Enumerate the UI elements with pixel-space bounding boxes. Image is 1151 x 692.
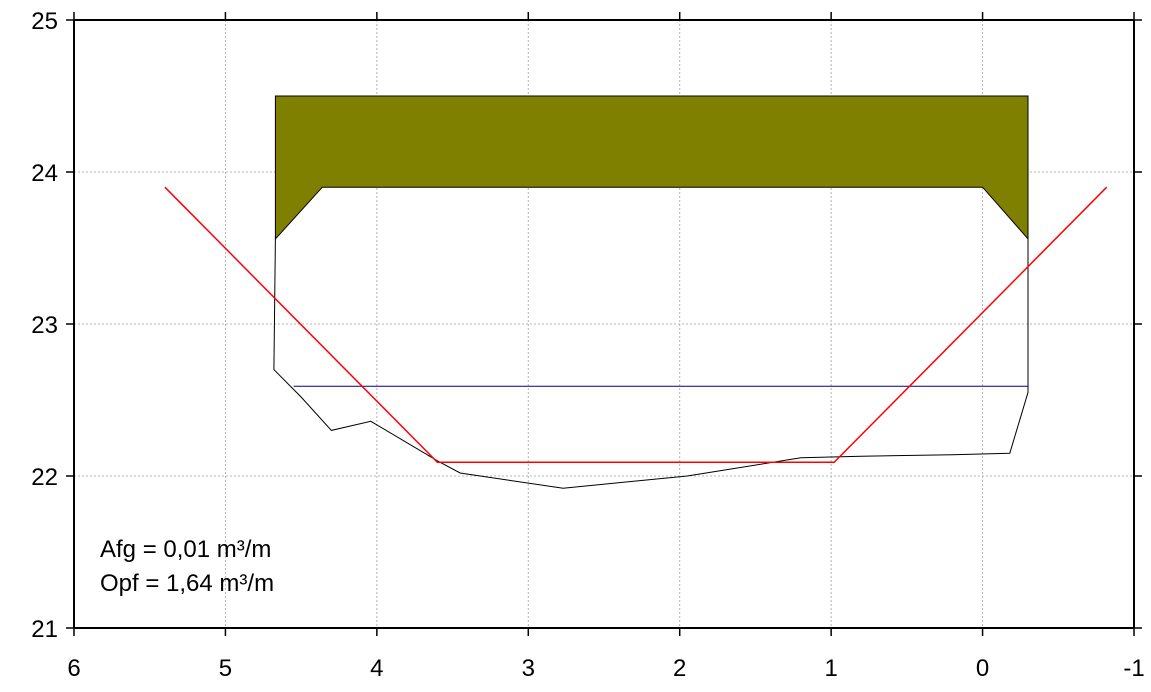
y-tick-label: 21	[31, 616, 58, 643]
annotation-opf: Opf = 1,64 m³/m	[100, 570, 274, 597]
annotation-afg: Afg = 0,01 m³/m	[100, 536, 271, 563]
x-tick-label: 2	[673, 655, 686, 682]
measured-profile-line	[273, 238, 1029, 489]
bridge-deck-polygon	[274, 95, 1029, 241]
y-tick-label: 25	[31, 8, 58, 35]
y-tick-label: 23	[31, 312, 58, 339]
x-tick-label: -1	[1123, 655, 1144, 682]
y-tick-label: 24	[31, 160, 58, 187]
x-tick-label: 0	[976, 655, 989, 682]
annotation-layer: Afg = 0,01 m³/m Opf = 1,64 m³/m	[100, 536, 274, 597]
x-tick-label: 1	[824, 655, 837, 682]
x-tick-label: 5	[219, 655, 232, 682]
design-profile-line	[164, 186, 1108, 464]
series-layer	[164, 95, 1108, 489]
x-tick-label: 3	[522, 655, 535, 682]
x-tick-label: 4	[370, 655, 383, 682]
y-tick-label: 22	[31, 464, 58, 491]
x-tick-label: 6	[67, 655, 80, 682]
